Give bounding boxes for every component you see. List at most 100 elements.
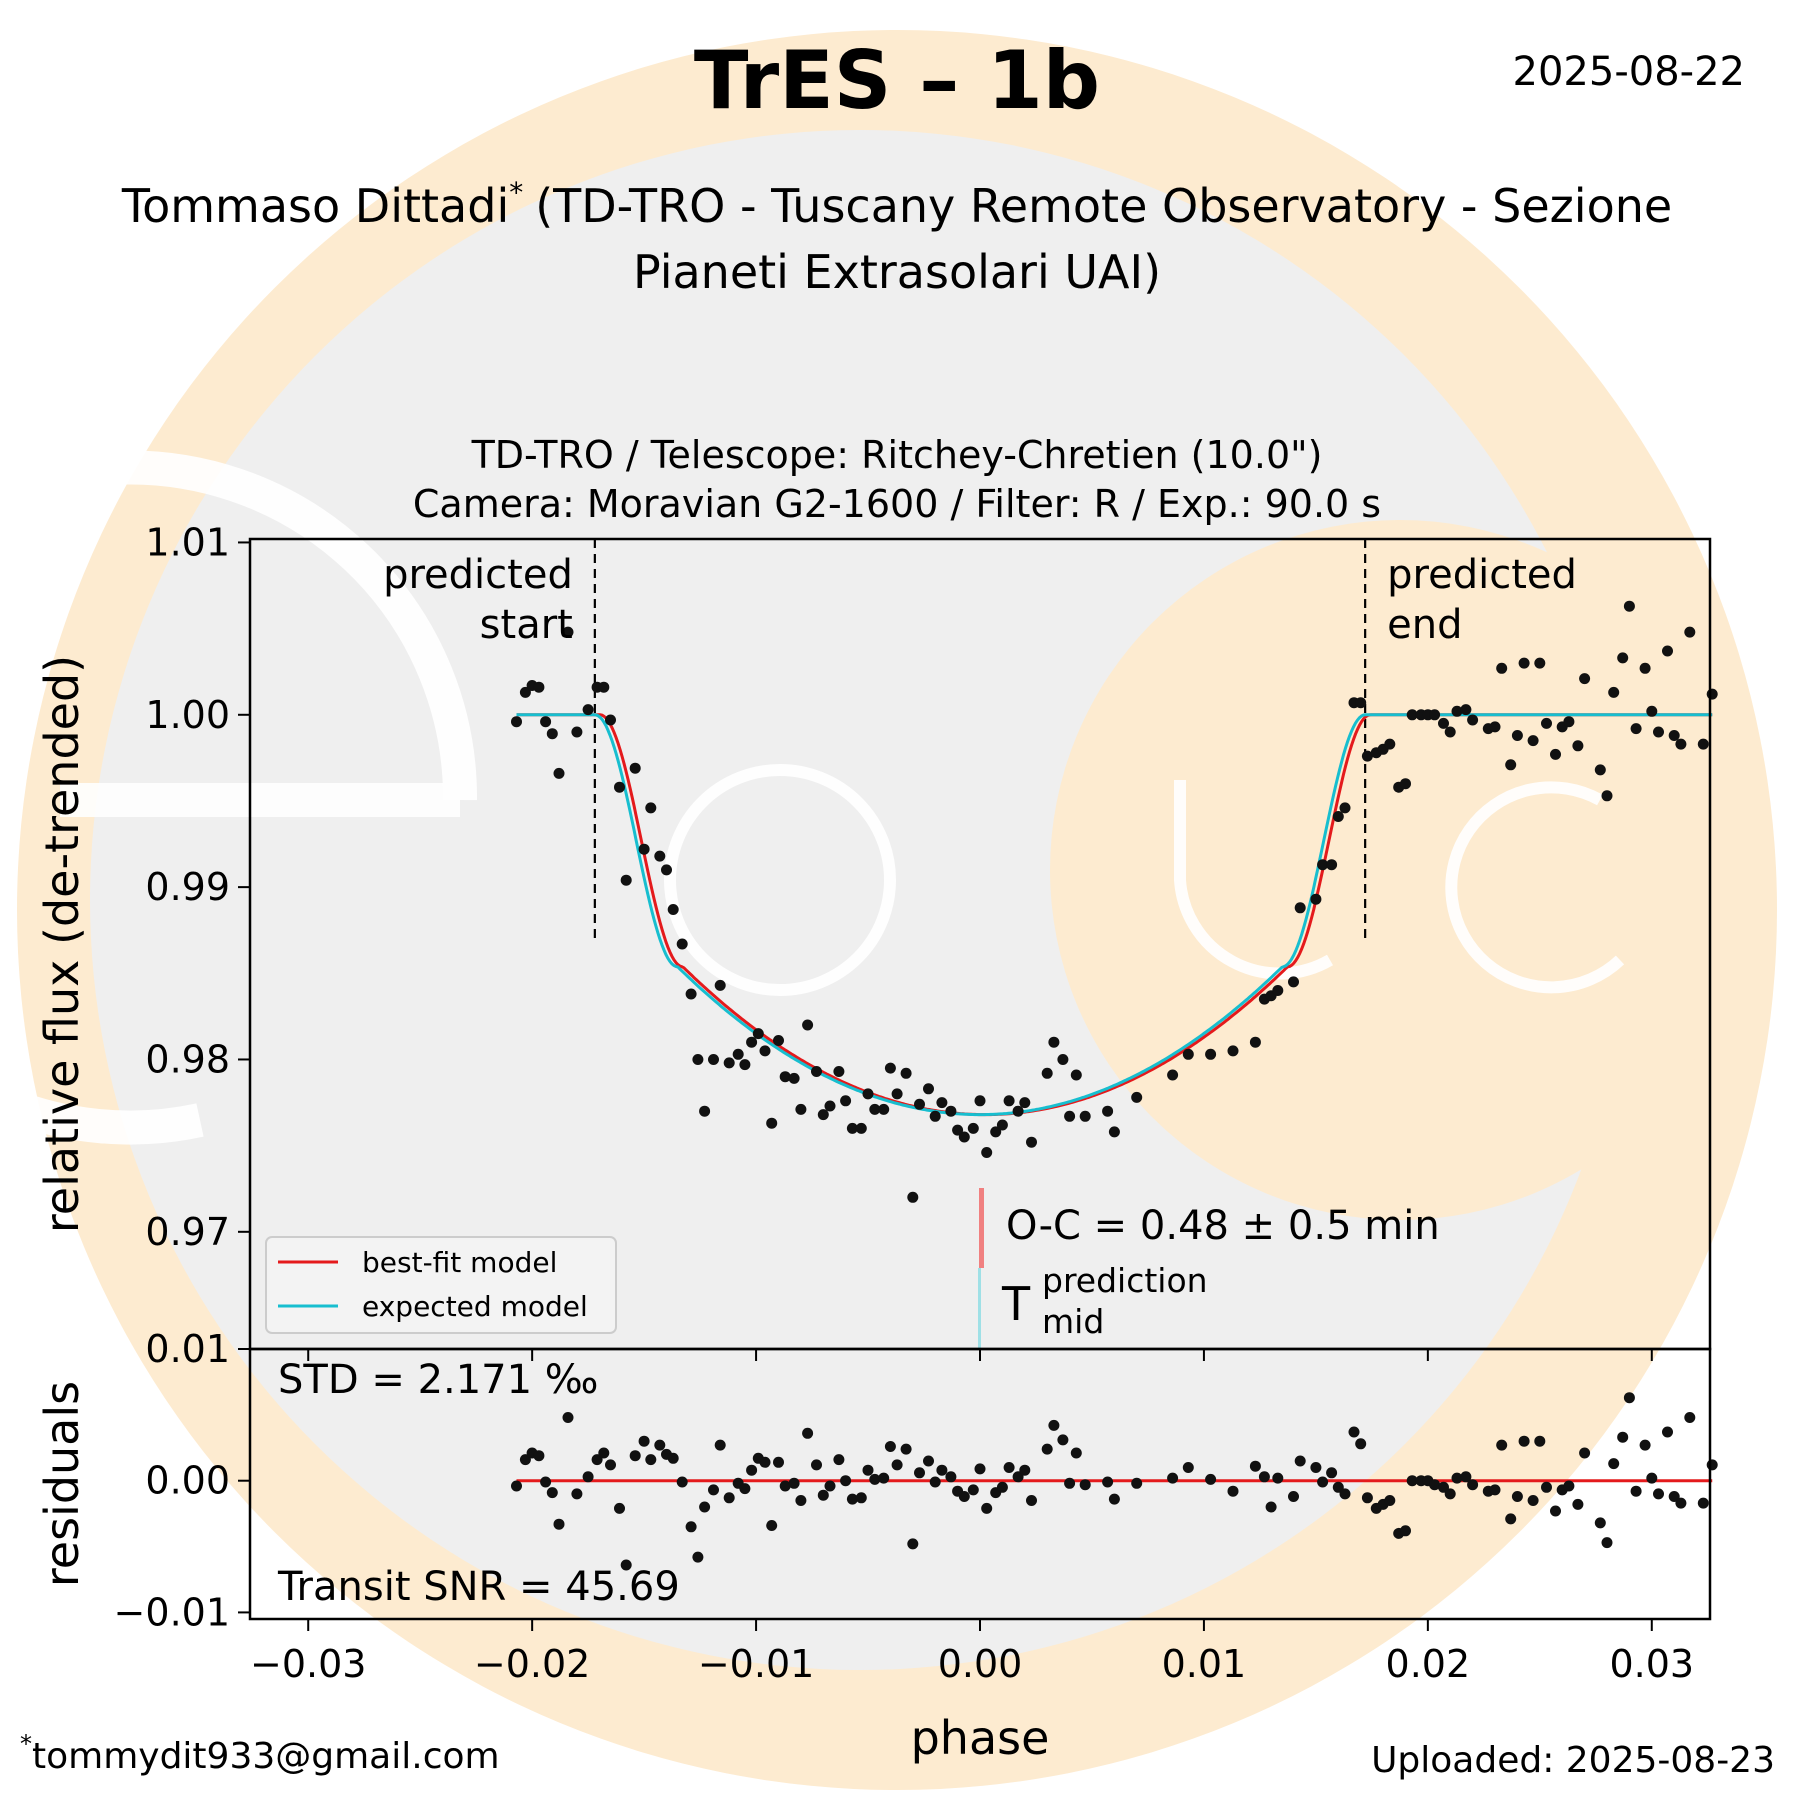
data-point [952, 1124, 964, 1136]
data-point [1668, 730, 1680, 741]
residual-point [833, 1454, 845, 1466]
residual-point [1205, 1473, 1217, 1485]
data-point [546, 728, 558, 740]
residual-point [1227, 1485, 1239, 1497]
residual-point [1070, 1447, 1082, 1459]
residual-point [788, 1477, 800, 1489]
residual-point [685, 1521, 697, 1533]
residual-point [1182, 1462, 1194, 1473]
residual-point [1339, 1488, 1351, 1500]
residual-point [817, 1489, 829, 1501]
data-point [732, 1048, 744, 1060]
data-point [945, 1105, 957, 1117]
residual-point [1012, 1471, 1024, 1483]
data-point [1684, 626, 1696, 638]
residual-point [1572, 1498, 1584, 1510]
residual-point [1675, 1497, 1687, 1509]
data-point [1429, 709, 1441, 721]
data-point [1167, 1069, 1179, 1081]
legend-box [265, 1236, 617, 1334]
predicted-end-label-line2: end [1387, 602, 1462, 648]
residual-point [914, 1467, 925, 1479]
residual-point [862, 1464, 874, 1476]
predicted-lines [593, 539, 1367, 944]
residual-point [1684, 1412, 1696, 1423]
residual-point [773, 1456, 784, 1468]
data-point [1384, 738, 1396, 750]
residual-point [1579, 1447, 1591, 1459]
residual-tick-label: 0.00 [145, 1459, 230, 1503]
residual-point [1467, 1479, 1479, 1491]
residual-point [1697, 1497, 1709, 1509]
residual-point [1265, 1501, 1277, 1513]
residual-point [795, 1495, 807, 1506]
data-point [1639, 662, 1651, 674]
chart-subtitle-1: TD-TRO / Telescope: Ritchey-Chretien (10… [471, 433, 1323, 477]
data-point [1572, 740, 1584, 752]
data-point [1496, 662, 1508, 674]
residual-point [1550, 1505, 1561, 1517]
data-point [1326, 859, 1338, 871]
data-point [1518, 657, 1530, 669]
residual-point [1444, 1488, 1456, 1500]
data-point [1406, 709, 1418, 721]
y-tick-label: 1.01 [145, 520, 230, 564]
data-point [811, 1066, 822, 1077]
residual-point [582, 1471, 594, 1483]
residual-point [540, 1476, 552, 1488]
data-point [692, 1054, 704, 1065]
predicted-start-label-line2: start [480, 602, 573, 648]
data-point [855, 1122, 867, 1134]
data-point [1272, 985, 1284, 996]
data-point [1594, 764, 1606, 776]
data-point [914, 1098, 925, 1110]
x-tick-label: 0.02 [1386, 1642, 1471, 1686]
data-point [638, 843, 650, 855]
residual-point [1348, 1426, 1360, 1438]
data-point [1003, 1095, 1015, 1107]
residual-point [1668, 1491, 1680, 1502]
residual-point [1249, 1460, 1261, 1472]
residual-point [591, 1454, 603, 1466]
data-point [511, 716, 522, 728]
residual-point [692, 1551, 704, 1563]
data-point [923, 1083, 934, 1095]
data-point [1012, 1105, 1024, 1117]
figure-date: 2025-08-22 [1513, 49, 1745, 95]
snr-label: Transit SNR = 45.69 [277, 1564, 680, 1610]
residual-point [1534, 1435, 1546, 1447]
data-point [1438, 717, 1449, 729]
watermark-e-stroke [0, 450, 478, 1145]
main-y-axis-label: relative flux (de-trended) [35, 655, 89, 1233]
residual-tick-label: 0.01 [145, 1327, 230, 1371]
data-point [773, 1035, 784, 1046]
data-point [1630, 723, 1642, 735]
data-point [667, 904, 679, 915]
residual-point [620, 1559, 632, 1571]
data-point [562, 626, 574, 638]
residual-point [1384, 1495, 1396, 1506]
data-point [1079, 1110, 1091, 1122]
x-tick-label: −0.02 [474, 1642, 590, 1686]
data-point [1070, 1069, 1082, 1081]
residual-point [907, 1538, 919, 1550]
residual-point [1258, 1471, 1270, 1483]
data-point [929, 1110, 941, 1122]
residual-y-ticks: 0.01 0.00 −0.01 [114, 1327, 250, 1634]
watermark-x-circle [664, 764, 896, 996]
residual-point [1438, 1481, 1449, 1493]
data-point [605, 714, 616, 726]
residual-point [1563, 1480, 1575, 1492]
residual-point [1601, 1537, 1613, 1549]
observer-mark: * [509, 176, 523, 209]
data-point [1019, 1097, 1031, 1109]
residual-y-axis-label: residuals [35, 1381, 89, 1587]
data-point [1041, 1067, 1053, 1079]
residual-point [1048, 1419, 1060, 1431]
oc-label: O-C = 0.48 ± 0.5 min [1006, 1203, 1440, 1249]
data-point [1294, 902, 1306, 914]
residual-point [1026, 1495, 1037, 1506]
residual-point [840, 1475, 852, 1487]
data-point [766, 1117, 778, 1129]
legend-label-best-fit: best-fit model [362, 1246, 557, 1279]
